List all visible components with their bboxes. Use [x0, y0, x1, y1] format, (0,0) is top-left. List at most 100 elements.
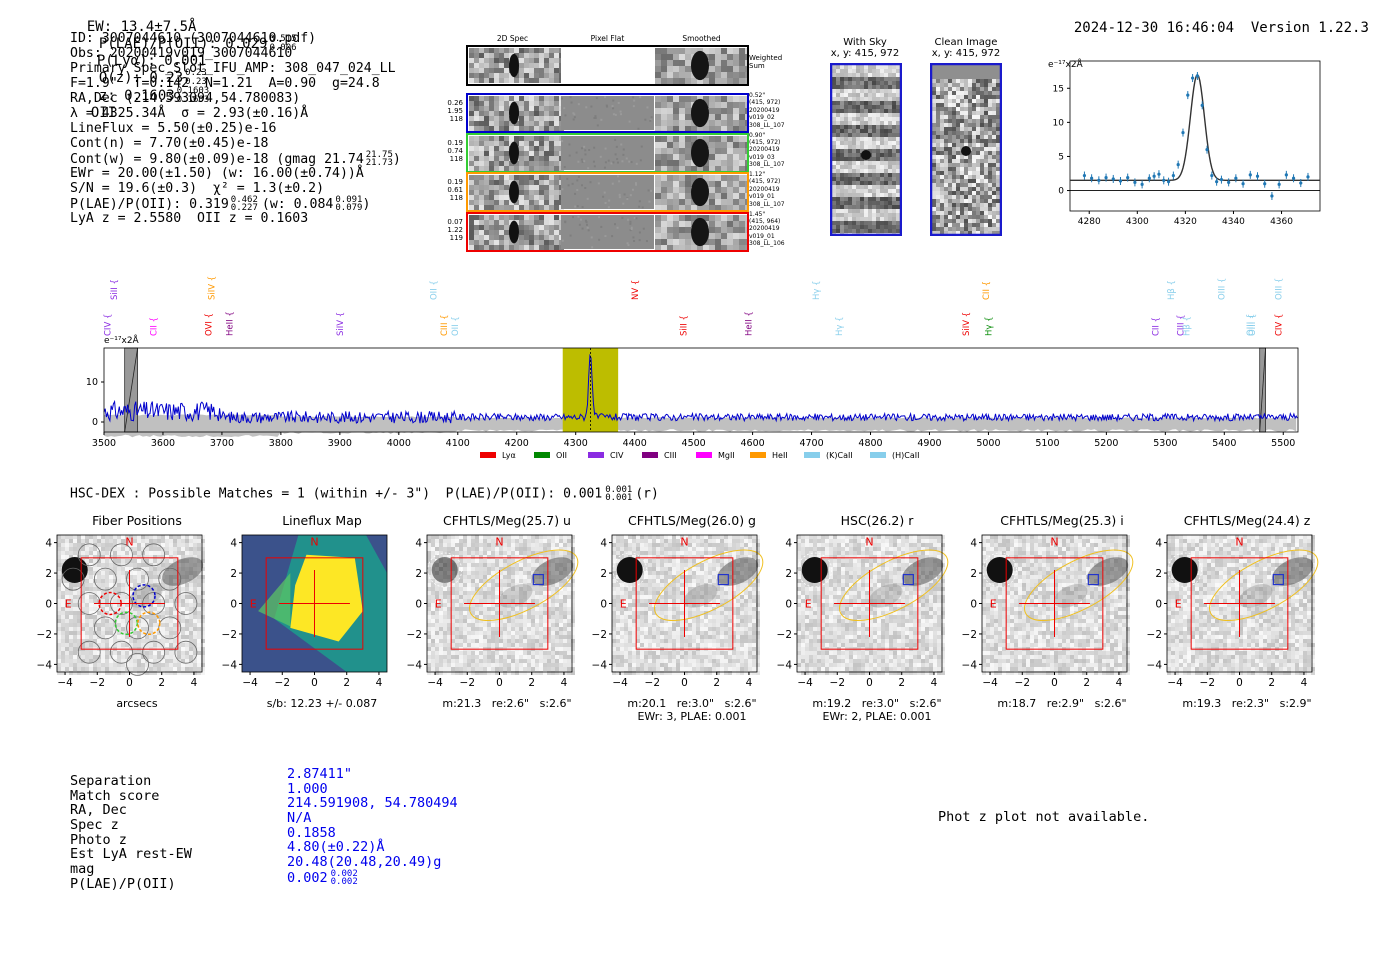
zoom-point	[1291, 176, 1296, 180]
zoom-point	[1097, 178, 1101, 182]
emission-line-label: Hγ {	[984, 316, 994, 336]
spectrum-xtick: 5500	[1271, 438, 1295, 449]
cutouts-2d: 2D Spec Pixel Flat Smoothed Weighted Sum…	[447, 34, 796, 256]
zoom-point	[1219, 178, 1224, 182]
panel-caption: s/b: 12.23 +/- 0.087	[266, 697, 378, 710]
panel-ytick: −4	[1147, 659, 1163, 671]
legend-label: Lyα	[502, 451, 516, 460]
zoom-point	[1090, 176, 1094, 180]
panel-ytick: 4	[970, 538, 977, 550]
emission-line-label: CII {	[1151, 317, 1161, 336]
header-qz-lo: 0.23	[185, 77, 207, 87]
header-qz: Q(z): 0.23	[98, 70, 184, 86]
legend-swatch	[870, 452, 886, 458]
zoom-point	[1227, 180, 1231, 184]
info-plae-hi: 0.462	[230, 195, 258, 205]
legend-label: CIII	[664, 451, 677, 460]
zoom-model-line	[1070, 73, 1320, 181]
zoom-xtick: 4300	[1126, 217, 1149, 227]
info-plae: P(LAE)/P(OII): 0.319 0.462 0.227 (w: 0.084 0…	[70, 195, 401, 213]
cutout-row-4	[466, 211, 749, 252]
panel-image-3: N E −4 −4 −2 −2 0 0 2 2 4 4	[407, 534, 579, 689]
zoom-xtick: 4360	[1270, 217, 1293, 227]
match-label: RA, Dec	[70, 802, 127, 819]
info-plae-w-lo: 0.079	[335, 203, 363, 213]
panel-xtick: −4	[1167, 677, 1183, 689]
zoom-point	[1118, 179, 1123, 183]
panel-xtick: −2	[460, 677, 475, 689]
spectrum-xtick: 4000	[387, 438, 411, 449]
info-id: ID: 3007044610 (3007044610.pdf)	[70, 31, 317, 46]
header-plya: P(Lyα): 0.001	[96, 53, 207, 69]
spectrum-xtick: 4800	[858, 438, 882, 449]
info-ewr: EWr = 20.00(±1.50) (w: 16.00(±0.74))Å	[70, 166, 364, 181]
zoom-point	[1255, 174, 1260, 178]
header-z-lo: 0.1603	[176, 95, 210, 105]
emission-line-label: OVI {	[204, 313, 214, 336]
zoom-point	[1126, 175, 1130, 180]
with-sky-title: With Sky x, y: 415, 972	[825, 37, 905, 59]
spectrum-xtick: 4100	[446, 438, 470, 449]
header-qz-hi: 0.23	[185, 68, 207, 78]
cutout-row-2-left: 0.19 0.74 118	[447, 138, 463, 163]
east-label: E	[435, 598, 442, 611]
col-pixel-flat: Pixel Flat	[590, 34, 625, 43]
header-version: Version 1.22.3	[1250, 20, 1369, 36]
panel-xtick: 0	[311, 677, 318, 689]
header-z-line: OII	[90, 105, 117, 121]
panel-xtick: −4	[242, 677, 258, 689]
match-label: P(LAE)/P(OII)	[70, 875, 176, 892]
panel-xtick: −2	[90, 677, 105, 689]
panel-xtick: −4	[612, 677, 628, 689]
clean-image	[930, 63, 1002, 236]
legend-label: CIV	[610, 451, 624, 460]
emission-line-label: CIII {	[1177, 314, 1187, 336]
info-plae-w-close: )	[362, 197, 371, 212]
emission-line-label: OII {	[451, 316, 461, 336]
detection-info: ID: 3007044610 (3007044610.pdf) Obs: 202…	[70, 31, 401, 226]
legend-swatch	[642, 452, 658, 458]
panel-ytick: 0	[970, 599, 977, 611]
panel-image-7: N E −4 −4 −2 −2 0 0 2 2 4 4	[1147, 534, 1319, 689]
zoom-point	[1241, 182, 1245, 186]
spectrum-ytick: 0	[92, 417, 98, 428]
panel-ytick: 0	[45, 599, 52, 611]
header-z-hi: 0.1603	[176, 86, 210, 96]
spectrum-xtick: 3600	[151, 438, 175, 449]
cutout-row-2-right: 0.90" (415, 972) 20200419 v019_03 308_LL…	[749, 131, 785, 169]
col-smoothed: Smoothed	[682, 34, 721, 43]
north-label: N	[125, 536, 133, 549]
header-summary: EW: 13.4±7.5Å P(LAE)/P(OII): 0.029 0.515 0…	[70, 3, 297, 121]
info-sn: S/N = 19.6(±0.3) χ² = 1.3(±0.2)	[70, 181, 325, 196]
panel-xtick: 2	[898, 677, 905, 689]
panel-xtick: 0	[126, 677, 133, 689]
panel-xtick: 0	[496, 677, 503, 689]
emission-line-label: OIII {	[1248, 314, 1258, 336]
zoom-ytick: 0	[1058, 187, 1064, 197]
header-meta: 2024-12-30 16:46:04 Version 1.22.3	[1057, 4, 1369, 36]
zoom-point	[1140, 182, 1144, 187]
legend-label: OII	[556, 451, 567, 460]
panel-ytick: 0	[785, 599, 792, 611]
legend-swatch	[804, 452, 820, 458]
cutout-row-3	[466, 172, 749, 212]
north-label: N	[865, 536, 873, 549]
cutout-row-1-left: 0.26 1.95 118	[447, 99, 463, 123]
emission-line-label: Hγ {	[835, 316, 845, 336]
panel-title: CFHTLS/Meg(26.0) g	[628, 513, 756, 528]
clean-image-title: Clean Image x, y: 415, 972	[926, 37, 1006, 59]
panel-ytick: −4	[592, 659, 608, 671]
info-contw-close: )	[392, 152, 401, 167]
match-plae: 0.002	[287, 869, 328, 886]
zoom-point	[1147, 176, 1151, 180]
col-2d-spec: 2D Spec	[496, 34, 529, 43]
panel-ytick: −2	[962, 629, 977, 641]
legend-label: MgII	[718, 451, 735, 460]
zoom-point	[1111, 177, 1115, 181]
emission-line-label: CIII {	[440, 314, 450, 336]
zoom-point	[1133, 180, 1137, 184]
panel-ytick: 2	[230, 568, 237, 580]
panel-xtick: −2	[275, 677, 290, 689]
panel-xtick: 4	[191, 677, 198, 689]
panel-xtick: −4	[427, 677, 443, 689]
